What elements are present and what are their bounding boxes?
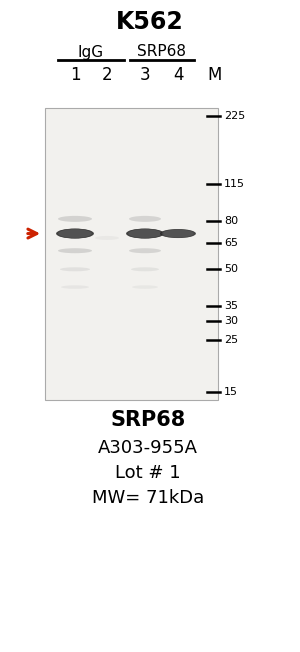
Ellipse shape xyxy=(95,236,119,240)
Ellipse shape xyxy=(58,248,92,253)
Ellipse shape xyxy=(57,229,93,238)
Ellipse shape xyxy=(161,230,195,238)
Text: MW= 71kDa: MW= 71kDa xyxy=(92,489,204,507)
Ellipse shape xyxy=(129,216,161,222)
Text: 35: 35 xyxy=(224,301,238,310)
Text: SRP68: SRP68 xyxy=(137,44,187,59)
Text: IgG: IgG xyxy=(78,44,104,59)
Text: 225: 225 xyxy=(224,111,245,121)
Ellipse shape xyxy=(160,229,196,238)
Text: 3: 3 xyxy=(140,66,150,84)
Ellipse shape xyxy=(132,286,158,289)
Ellipse shape xyxy=(129,230,161,238)
Ellipse shape xyxy=(128,229,162,238)
Ellipse shape xyxy=(126,229,164,239)
Ellipse shape xyxy=(58,216,92,222)
Ellipse shape xyxy=(126,229,164,239)
Ellipse shape xyxy=(160,229,196,238)
Ellipse shape xyxy=(56,229,94,239)
Text: 1: 1 xyxy=(70,66,80,84)
Bar xyxy=(45,108,218,400)
Ellipse shape xyxy=(56,229,94,239)
Text: 4: 4 xyxy=(173,66,183,84)
Text: 115: 115 xyxy=(224,179,245,189)
Ellipse shape xyxy=(162,230,194,237)
Ellipse shape xyxy=(60,267,90,271)
Text: 2: 2 xyxy=(102,66,112,84)
Text: K562: K562 xyxy=(116,10,184,34)
Ellipse shape xyxy=(161,230,195,238)
Text: 15: 15 xyxy=(224,387,238,397)
Ellipse shape xyxy=(162,230,194,237)
Ellipse shape xyxy=(61,286,89,289)
Text: SRP68: SRP68 xyxy=(110,410,186,430)
Text: M: M xyxy=(208,66,222,84)
Ellipse shape xyxy=(59,230,91,238)
Ellipse shape xyxy=(128,229,162,238)
Text: 50: 50 xyxy=(224,264,238,274)
Text: Lot # 1: Lot # 1 xyxy=(115,464,181,482)
Ellipse shape xyxy=(57,229,93,239)
Text: 65: 65 xyxy=(224,237,238,248)
Ellipse shape xyxy=(129,248,161,253)
Text: A303-955A: A303-955A xyxy=(98,439,198,457)
Ellipse shape xyxy=(131,267,159,271)
Text: 30: 30 xyxy=(224,316,238,327)
Ellipse shape xyxy=(163,230,193,237)
Ellipse shape xyxy=(127,229,163,238)
Text: 80: 80 xyxy=(224,216,238,226)
Ellipse shape xyxy=(129,230,161,238)
Ellipse shape xyxy=(162,230,194,237)
Text: 25: 25 xyxy=(224,335,238,345)
Ellipse shape xyxy=(58,229,92,238)
Ellipse shape xyxy=(58,229,92,238)
Ellipse shape xyxy=(58,230,92,238)
Ellipse shape xyxy=(127,229,163,239)
